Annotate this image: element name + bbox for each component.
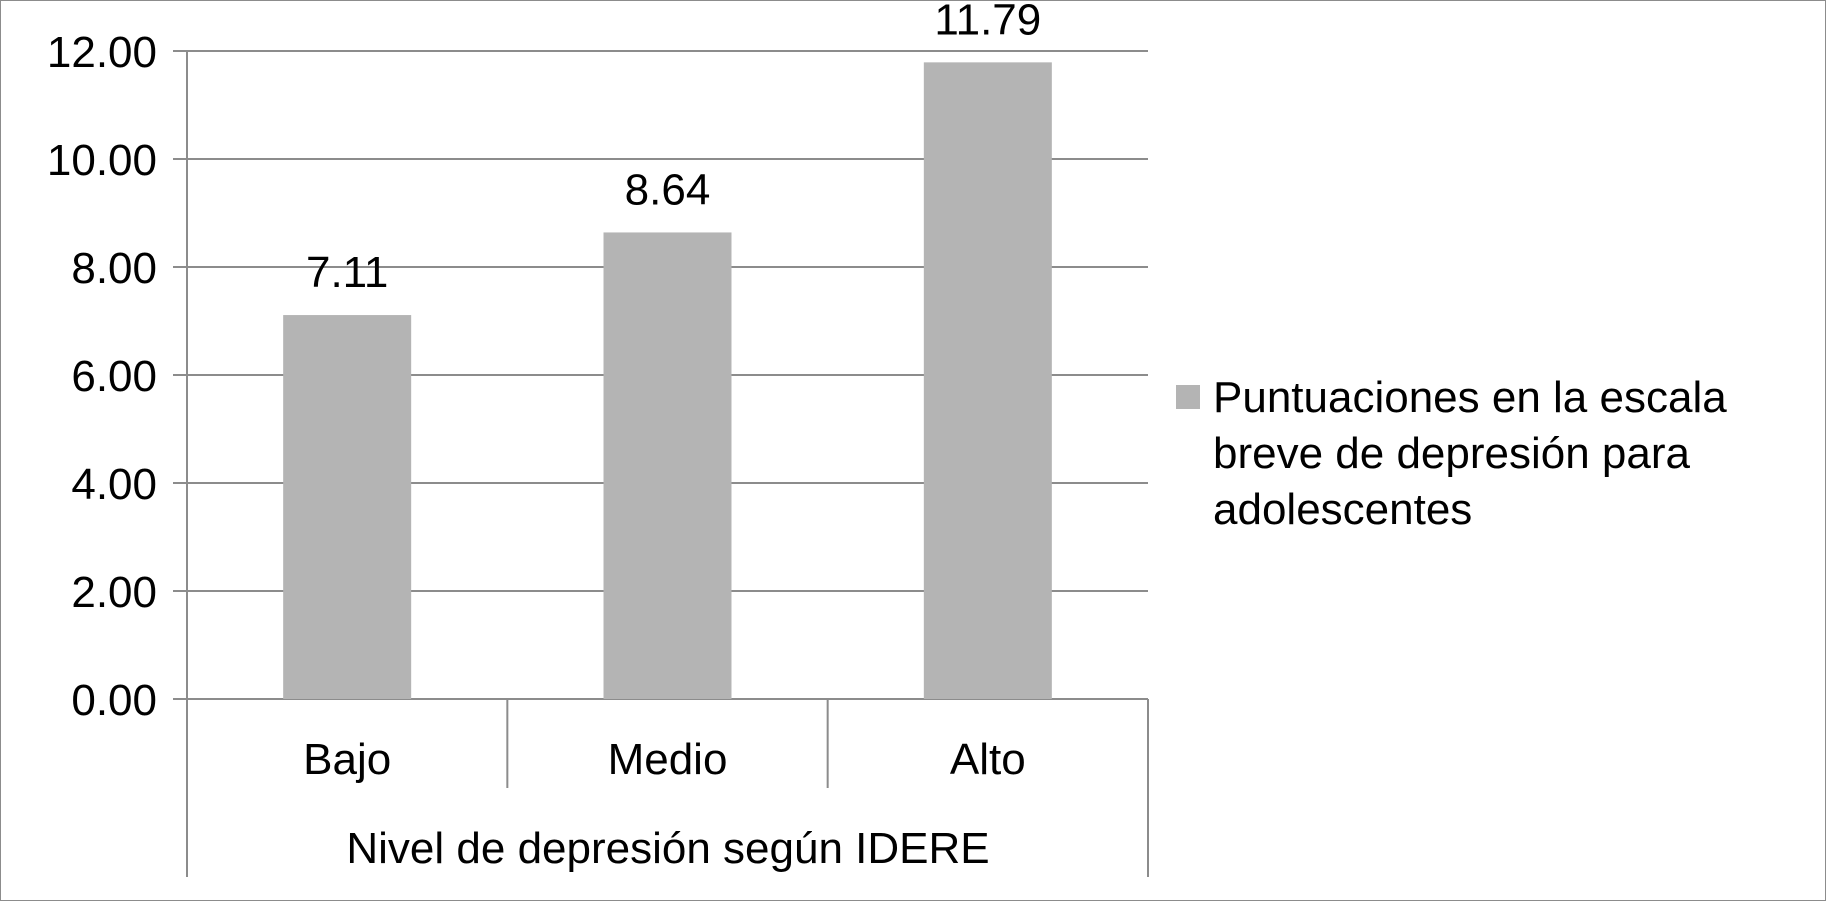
legend: Puntuaciones en la escala breve de depre… <box>1176 373 1727 534</box>
y-tick-label: 10.00 <box>47 136 157 185</box>
x-axis-title: Nivel de depresión según IDERE <box>346 824 989 873</box>
y-tick-label: 8.00 <box>71 244 157 293</box>
x-tick-label: Bajo <box>303 735 391 784</box>
y-tick-label: 2.00 <box>71 568 157 617</box>
legend-line-1: Puntuaciones en la escala <box>1213 373 1727 422</box>
axes <box>186 51 1149 877</box>
data-label: 7.11 <box>306 248 388 297</box>
y-tick-label: 4.00 <box>71 460 157 509</box>
data-label: 8.64 <box>625 165 711 214</box>
bar-medio <box>603 232 732 699</box>
bar-bajo <box>283 315 412 699</box>
y-tick-label: 0.00 <box>71 676 157 725</box>
y-tick-label: 6.00 <box>71 352 157 401</box>
bar-alto <box>923 62 1052 699</box>
x-tick-label: Alto <box>950 735 1026 784</box>
labels: 0.00 2.00 4.00 6.00 8.00 10.00 12.00 7.11 Bajo 8.… <box>47 1 1041 784</box>
legend-swatch <box>1176 385 1200 409</box>
legend-line-2: breve de depresión para <box>1213 429 1691 478</box>
legend-line-3: adolescentes <box>1213 485 1472 534</box>
bars <box>283 62 1052 699</box>
x-tick-label: Medio <box>608 735 728 784</box>
data-label: 11.79 <box>934 1 1041 44</box>
y-tick-label: 12.00 <box>47 28 157 77</box>
